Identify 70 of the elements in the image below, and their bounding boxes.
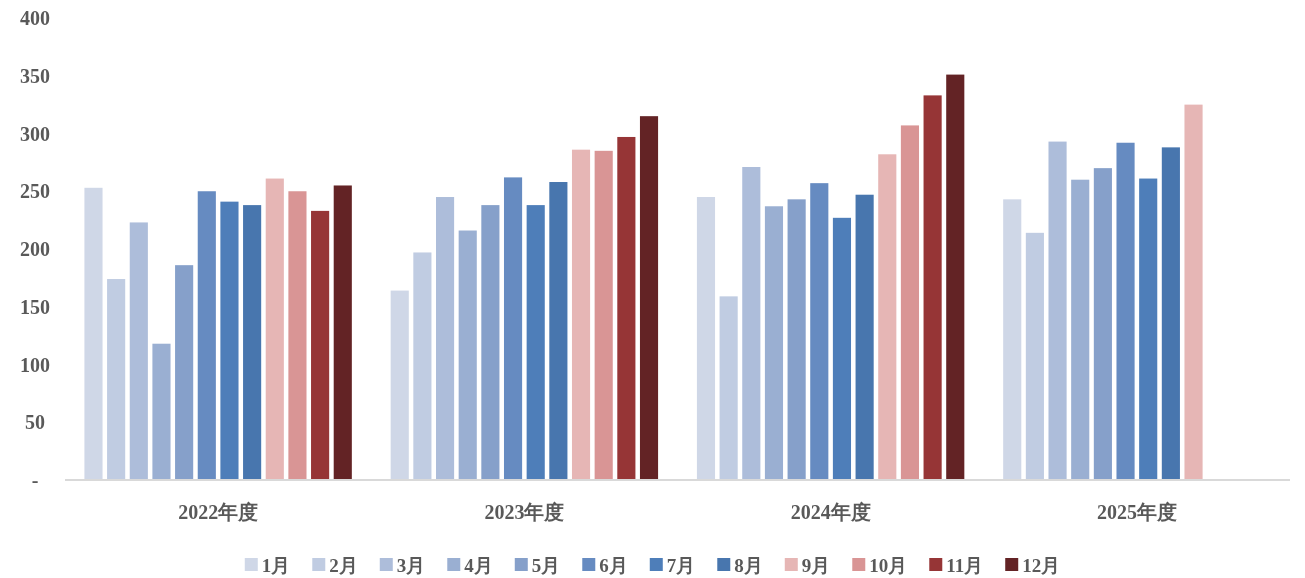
bar [129, 222, 148, 480]
bar [390, 290, 409, 480]
bar [1093, 168, 1112, 480]
bar [832, 217, 852, 480]
legend-label: 1月 [261, 554, 291, 576]
y-tick-label: 300 [20, 122, 50, 145]
bar [152, 343, 171, 480]
legend-label: 4月 [464, 554, 493, 576]
y-tick-label: 400 [20, 7, 50, 29]
bar [900, 125, 920, 480]
bar [1184, 104, 1203, 480]
x-tick-label: 2023年度 [484, 501, 565, 523]
bar [265, 178, 284, 480]
bar [810, 183, 829, 480]
bar [764, 206, 784, 480]
bar [107, 279, 126, 480]
bar [549, 182, 568, 480]
bar [1025, 232, 1044, 480]
bar [719, 296, 738, 480]
bar [526, 205, 545, 480]
bar [1161, 147, 1180, 480]
bar [1003, 199, 1022, 480]
legend-label: 5月 [531, 554, 561, 576]
bar [288, 191, 307, 480]
legend-label: 2月 [329, 554, 358, 576]
bar [458, 230, 477, 480]
bar [639, 116, 659, 480]
y-tick-label: 350 [20, 64, 50, 87]
bar [855, 194, 874, 480]
bar [435, 197, 455, 480]
y-tick-label: 250 [20, 180, 50, 203]
x-tick-label: 2024年度 [790, 501, 871, 523]
bar [333, 185, 352, 480]
bar [1116, 142, 1135, 480]
x-tick-label: 2022年度 [178, 501, 259, 523]
legend-label: 12月 [1022, 554, 1061, 576]
bar [220, 201, 239, 480]
y-tick-label: - [31, 469, 39, 491]
legend-label: 10月 [869, 554, 908, 576]
y-tick-label: 100 [20, 353, 50, 376]
bar [503, 177, 523, 480]
x-tick-label: 2025年度 [1096, 501, 1177, 523]
legend-label: 11月 [946, 554, 984, 576]
bar [946, 74, 965, 480]
bar [481, 205, 500, 480]
legend-label: 6月 [599, 554, 628, 576]
bar [571, 149, 591, 480]
bar [742, 167, 761, 480]
bar [696, 197, 716, 480]
bar [84, 187, 103, 480]
y-tick-label: 150 [20, 295, 50, 318]
bar [787, 199, 806, 480]
bar [197, 191, 216, 480]
legend-label: 9月 [801, 554, 831, 576]
bar [1071, 179, 1090, 480]
legend-label: 8月 [734, 554, 763, 576]
bar [617, 136, 636, 480]
bar [413, 252, 432, 480]
legend-label: 7月 [666, 554, 696, 576]
bar [175, 265, 194, 480]
y-tick-label: 200 [20, 238, 50, 260]
bar [878, 154, 897, 480]
bar [243, 205, 262, 480]
bar [594, 150, 613, 480]
legend-label: 3月 [396, 554, 426, 576]
y-tick-label: 50 [25, 411, 45, 434]
bar [311, 210, 330, 480]
bar [1139, 178, 1158, 480]
bar [1048, 141, 1067, 480]
bar [923, 95, 942, 480]
